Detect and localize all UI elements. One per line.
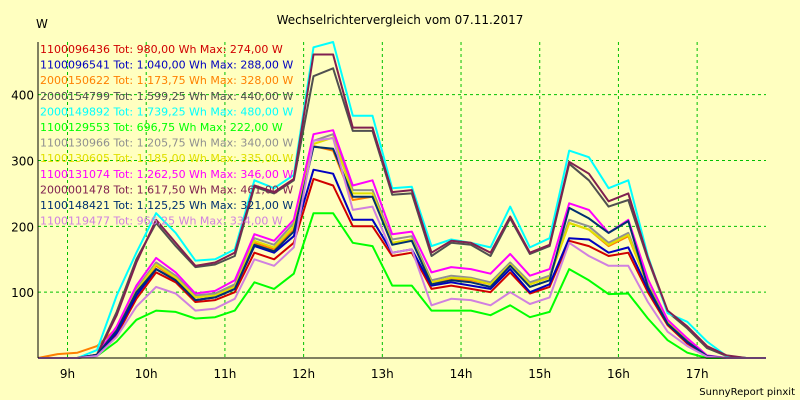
x-tick-label-4: 13h — [371, 367, 394, 381]
legend-entry-1100130966: 1100130966 Tot: 1.205,75 Wh Max: 340,00 … — [40, 137, 293, 150]
legend-entry-1100096541: 1100096541 Tot: 1.040,00 Wh Max: 288,00 … — [40, 59, 293, 72]
x-tick-label-2: 11h — [213, 367, 236, 381]
series-line-1100148421 — [38, 145, 766, 359]
y-axis-label: W — [36, 17, 48, 31]
y-tick-label-2: 300 — [11, 155, 34, 169]
x-tick-label-8: 17h — [686, 367, 709, 381]
footer-credit: SunnyReport pinxit — [699, 387, 795, 398]
series-line-2000149892 — [38, 41, 766, 359]
chart-title: Wechselrichtervergleich vom 07.11.2017 — [277, 13, 524, 27]
x-tick-label-7: 16h — [607, 367, 630, 381]
series-line-1100119477 — [38, 137, 766, 359]
legend-entry-2000001478: 2000001478 Tot: 1.617,50 Wh Max: 461,00 … — [40, 183, 293, 196]
legend-entry-1100130605: 1100130605 Tot: 1.185,00 Wh Max: 335,00 … — [40, 152, 293, 165]
series-line-1100096436 — [38, 177, 766, 359]
legend-entry-1100096436: 1100096436 Tot: 980,00 Wh Max: 274,00 W — [40, 43, 283, 56]
y-tick-label-1: 200 — [11, 220, 34, 234]
x-tick-label-3: 12h — [292, 367, 315, 381]
series-line-1100129553 — [38, 212, 766, 359]
legend-entry-1100119477: 1100119477 Tot: 966,25 Wh Max: 334,00 W — [40, 215, 283, 228]
x-tick-label-5: 14h — [450, 367, 473, 381]
legend-entry-1100148421: 1100148421 Tot: 1.125,25 Wh Max: 321,00 … — [40, 199, 293, 212]
y-tick-label-3: 400 — [11, 89, 34, 103]
x-tick-label-1: 10h — [135, 367, 158, 381]
y-tick-label-0: 100 — [11, 286, 34, 300]
legend-entry-2000149892: 2000149892 Tot: 1.739,25 Wh Max: 480,00 … — [40, 105, 293, 118]
series-layer — [37, 41, 766, 359]
legend-entry-1100131074: 1100131074 Tot: 1.262,50 Wh Max: 346,00 … — [40, 168, 293, 181]
legend-entry-2000154799: 2000154799 Tot: 1.599,25 Wh Max: 440,00 … — [40, 90, 293, 103]
series-line-1100131074 — [38, 129, 766, 359]
legend: 1100096436 Tot: 980,00 Wh Max: 274,00 W 1… — [40, 43, 293, 228]
axes: 100 200 300 400 9h 10h 11h 12h 13h 14h 15h 16h 17h — [11, 42, 766, 381]
legend-entry-2000150622: 2000150622 Tot: 1.173,75 Wh Max: 328,00 … — [40, 74, 293, 87]
x-tick-label-6: 15h — [528, 367, 551, 381]
legend-entry-1100129553: 1100129553 Tot: 696,75 Wh Max: 222,00 W — [40, 121, 283, 134]
x-tick-label-0: 9h — [60, 367, 75, 381]
series-line-2000001478 — [38, 53, 766, 359]
